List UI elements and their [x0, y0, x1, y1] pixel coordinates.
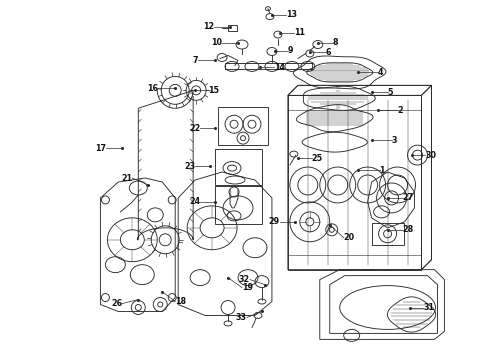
Text: 15: 15 [208, 86, 219, 95]
Text: 11: 11 [294, 28, 305, 37]
Text: 12: 12 [203, 22, 214, 31]
Text: 28: 28 [403, 225, 414, 234]
Text: 4: 4 [378, 68, 383, 77]
Text: 7: 7 [193, 56, 198, 65]
Text: 23: 23 [184, 162, 195, 171]
Text: 2: 2 [397, 106, 403, 115]
Text: 32: 32 [239, 275, 250, 284]
Bar [228, 24, 237, 31]
Text: 27: 27 [403, 193, 414, 202]
Text: 8: 8 [333, 38, 339, 47]
Text: 3: 3 [392, 136, 397, 145]
Bar [371, 223, 404, 245]
Text: 19: 19 [242, 283, 253, 292]
Text: 10: 10 [211, 38, 222, 47]
Text: 6: 6 [326, 48, 331, 57]
Bar [215, 186, 262, 224]
Text: 17: 17 [96, 144, 106, 153]
Text: 16: 16 [147, 84, 158, 93]
Text: 1: 1 [380, 166, 385, 175]
Text: 21: 21 [121, 174, 132, 183]
Text: 33: 33 [236, 313, 247, 322]
Text: 20: 20 [343, 233, 355, 242]
Text: 13: 13 [286, 10, 297, 19]
Text: 14: 14 [274, 63, 285, 72]
Text: 26: 26 [111, 299, 122, 308]
Text: 18: 18 [175, 297, 186, 306]
Text: 24: 24 [189, 197, 200, 206]
Bar [218, 107, 268, 145]
Text: 22: 22 [189, 124, 200, 133]
Text: 29: 29 [269, 217, 280, 226]
Text: 9: 9 [288, 46, 294, 55]
Text: 5: 5 [388, 88, 393, 97]
Text: 30: 30 [425, 150, 437, 159]
Text: 31: 31 [423, 303, 435, 312]
Text: 25: 25 [312, 154, 323, 163]
Bar [215, 149, 262, 185]
